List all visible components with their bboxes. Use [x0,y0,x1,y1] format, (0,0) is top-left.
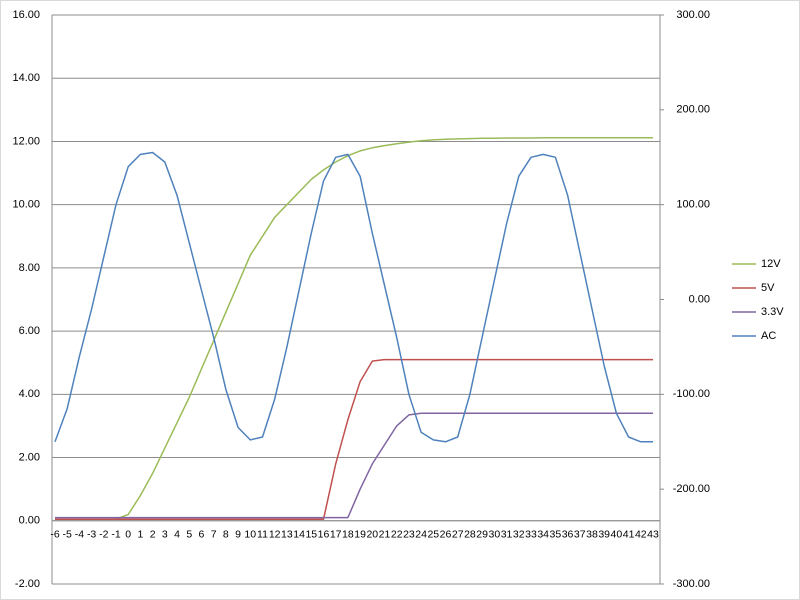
x-tick-label: 28 [464,529,476,541]
y-tick-label: 4.00 [19,388,40,400]
x-tick-label: -1 [111,529,120,541]
x-tick-label: 26 [440,529,452,541]
x-tick-label: 22 [391,529,403,541]
x-tick-label: 5 [186,529,192,541]
x-tick-label: -2 [99,529,108,541]
x-tick-label: 16 [318,529,330,541]
x-tick-label: 34 [537,529,549,541]
x-tick-label: 35 [550,529,562,541]
legend-label: AC [761,330,776,342]
x-tick-label: 14 [293,529,305,541]
x-tick-label: 31 [501,529,513,541]
x-tick-label: 2 [150,529,156,541]
x-tick-label: 25 [427,529,439,541]
x-tick-label: 11 [257,529,268,541]
y-tick-label: -2.00 [15,578,40,590]
x-tick-label: 30 [489,529,501,541]
x-tick-label: 15 [305,529,317,541]
x-tick-label: 27 [452,529,464,541]
x-tick-label: 32 [513,529,525,541]
x-tick-label: 38 [586,529,598,541]
x-tick-label: 8 [223,529,229,541]
x-tick-label: 29 [476,529,488,541]
y-tick-label: 12.00 [12,135,40,147]
x-tick-label: 40 [611,529,623,541]
y-tick-label: 14.00 [12,72,40,84]
x-tick-label: 37 [574,529,586,541]
legend-label: 5V [761,282,775,294]
y2-tick-label: 300.00 [676,9,710,21]
legend-label: 3.3V [761,306,784,318]
x-tick-label: 20 [366,529,378,541]
x-tick-label: 6 [199,529,205,541]
x-tick-label: 12 [269,529,281,541]
y-tick-label: 16.00 [12,9,40,21]
series-line [55,358,653,520]
x-tick-label: 19 [354,529,366,541]
x-tick-label: 36 [562,529,574,541]
x-tick-label: 10 [244,529,256,541]
x-tick-label: 21 [379,529,391,541]
y2-tick-label: -200.00 [673,483,710,495]
y2-tick-label: -300.00 [673,578,710,590]
x-tick-label: -4 [75,529,84,541]
x-tick-label: -5 [63,529,72,541]
y2-tick-label: 100.00 [676,199,710,211]
y-tick-label: 6.00 [19,325,40,337]
x-tick-label: 3 [162,529,168,541]
x-tick-label: -6 [50,529,59,541]
x-tick-label: 13 [281,529,293,541]
x-tick-label: 1 [138,529,144,541]
series-line [54,151,653,443]
x-tick-label: 9 [235,529,241,541]
series-line [55,412,653,519]
y-tick-label: 8.00 [19,262,40,274]
y-tick-label: 10.00 [12,199,40,211]
legend-label: 12V [761,258,781,270]
y2-tick-label: -100.00 [673,388,710,400]
x-tick-label: 18 [342,529,354,541]
y-tick-label: 0.00 [19,515,40,527]
x-tick-label: 7 [211,529,217,541]
x-tick-label: 24 [415,529,427,541]
x-tick-label: -3 [87,529,96,541]
x-tick-label: 41 [623,529,635,541]
x-tick-label: 23 [403,529,415,541]
x-tick-label: 0 [125,529,131,541]
x-tick-label: 4 [174,529,180,541]
x-tick-label: 33 [525,529,537,541]
x-tick-label: 42 [635,529,647,541]
x-tick-label: 17 [330,529,342,541]
x-tick-label: 43 [647,529,659,541]
series-line [55,136,653,520]
y-tick-label: 2.00 [19,451,40,463]
x-tick-label: 39 [598,529,610,541]
y2-tick-label: 200.00 [676,104,710,116]
y2-tick-label: 0.00 [689,293,710,305]
